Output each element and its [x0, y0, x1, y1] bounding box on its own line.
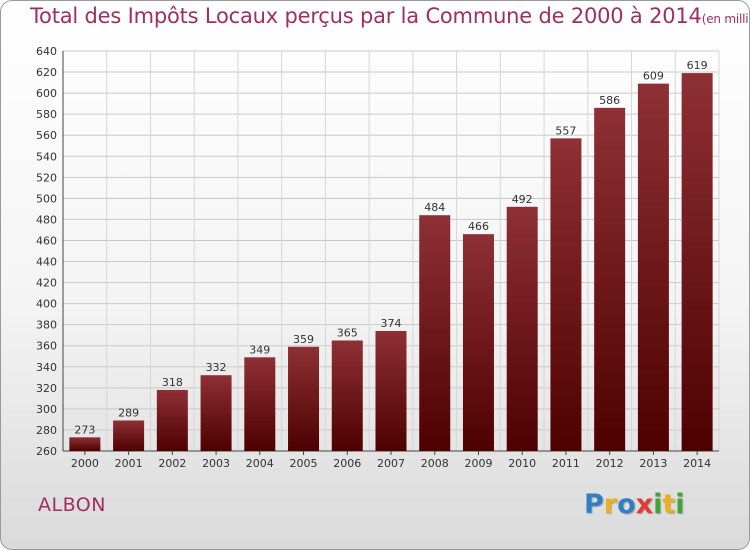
x-tick-label: 2003 [202, 457, 230, 470]
bar-2009 [462, 234, 494, 451]
x-tick-label: 2012 [596, 457, 624, 470]
y-tick-label: 520 [36, 171, 57, 184]
value-label: 586 [599, 94, 620, 107]
value-label: 374 [381, 317, 402, 330]
value-label: 609 [643, 70, 664, 83]
x-tick-label: 2011 [552, 457, 580, 470]
x-tick-label: 2005 [290, 457, 318, 470]
logo-letter: o [617, 489, 636, 520]
bar-2006 [331, 340, 363, 451]
y-tick-label: 540 [36, 150, 57, 163]
value-label: 273 [74, 423, 95, 436]
logo-letter: x [635, 489, 654, 520]
x-tick-label: 2006 [333, 457, 361, 470]
x-tick-label: 2004 [246, 457, 274, 470]
logo-letter: i [675, 489, 685, 520]
y-tick-label: 600 [36, 87, 57, 100]
y-tick-label: 440 [36, 256, 57, 269]
y-tick-label: 640 [36, 45, 57, 58]
x-tick-label: 2002 [158, 457, 186, 470]
value-label: 557 [555, 124, 576, 137]
y-tick-label: 400 [36, 298, 57, 311]
bar-2014 [681, 73, 713, 452]
x-tick-label: 2001 [115, 457, 143, 470]
y-tick-label: 480 [36, 213, 57, 226]
x-tick-label: 2013 [639, 457, 667, 470]
bar-2010 [506, 206, 538, 451]
y-tick-label: 300 [36, 403, 57, 416]
bar-2005 [288, 346, 320, 451]
bar-2013 [637, 83, 669, 451]
value-label: 365 [337, 326, 358, 339]
y-tick-label: 320 [36, 382, 57, 395]
x-tick-label: 2009 [464, 457, 492, 470]
logo-letter: t [662, 489, 676, 520]
value-label: 619 [687, 59, 708, 72]
logo-letter: i [653, 489, 663, 520]
y-tick-label: 360 [36, 340, 57, 353]
y-tick-label: 340 [36, 361, 57, 374]
x-tick-label: 2010 [508, 457, 536, 470]
proxiti-logo: Proxiti [584, 489, 685, 520]
value-label: 492 [512, 193, 533, 206]
bar-2012 [594, 107, 626, 451]
value-label: 349 [249, 343, 270, 356]
bar-2004 [244, 357, 276, 451]
x-tick-label: 2007 [377, 457, 405, 470]
value-label: 484 [424, 201, 445, 214]
y-tick-label: 380 [36, 319, 57, 332]
y-tick-label: 280 [36, 424, 57, 437]
value-label: 332 [206, 361, 227, 374]
commune-name: ALBON [38, 494, 106, 516]
labels: 260 280 300 320 340 360 380 400 420 440 460 480 500 5… [36, 45, 711, 470]
bar-2008 [419, 215, 451, 451]
bar-2000 [69, 437, 101, 451]
value-label: 318 [162, 376, 183, 389]
x-tick-label: 2014 [683, 457, 711, 470]
value-label: 289 [118, 406, 139, 419]
bar-2011 [550, 138, 582, 452]
bars [69, 73, 713, 452]
y-tick-label: 420 [36, 277, 57, 290]
y-tick-label: 260 [36, 445, 57, 458]
chart-title-text: Total des Impôts Locaux perçus par la Co… [30, 4, 702, 28]
bar-2002 [156, 389, 188, 451]
y-tick-label: 560 [36, 129, 57, 142]
x-tick-label: 2000 [71, 457, 99, 470]
y-tick-label: 460 [36, 234, 57, 247]
chart-unit: (en milliers d'€) [701, 12, 749, 26]
y-tick-label: 620 [36, 66, 57, 79]
bar-2007 [375, 331, 407, 451]
x-tick-label: 2008 [421, 457, 449, 470]
value-label: 359 [293, 333, 314, 346]
bar-2003 [200, 375, 232, 451]
logo-letter: P [584, 489, 604, 520]
y-tick-label: 500 [36, 192, 57, 205]
y-tick-label: 580 [36, 108, 57, 121]
value-label: 466 [468, 220, 489, 233]
chart-title: Total des Impôts Locaux perçus par la Co… [30, 4, 749, 28]
logo-letter: r [603, 489, 618, 520]
bar-2001 [113, 420, 145, 451]
